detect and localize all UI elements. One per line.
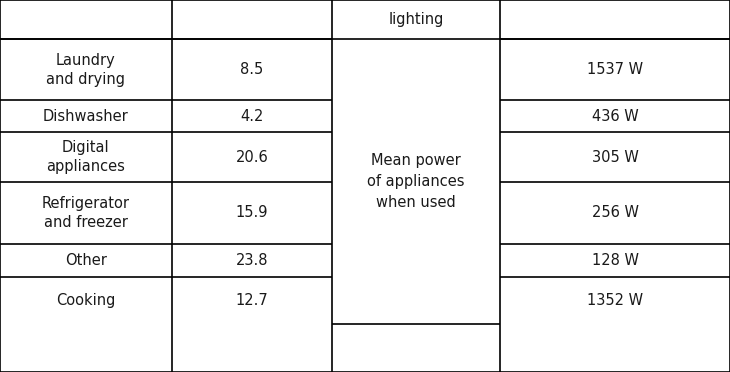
Text: Laundry
and drying: Laundry and drying	[46, 53, 126, 87]
Text: lighting: lighting	[388, 12, 444, 27]
Text: 436 W: 436 W	[591, 109, 639, 124]
Text: Other: Other	[65, 253, 107, 268]
Text: 128 W: 128 W	[591, 253, 639, 268]
Text: Refrigerator
and freezer: Refrigerator and freezer	[42, 196, 130, 230]
Text: Digital
appliances: Digital appliances	[46, 140, 126, 174]
Text: 1537 W: 1537 W	[587, 62, 643, 77]
Text: 305 W: 305 W	[591, 150, 639, 165]
Text: 23.8: 23.8	[236, 253, 268, 268]
Text: 20.6: 20.6	[236, 150, 268, 165]
Text: 256 W: 256 W	[591, 205, 639, 221]
Text: 8.5: 8.5	[240, 62, 264, 77]
Text: Cooking: Cooking	[56, 293, 115, 308]
Text: 4.2: 4.2	[240, 109, 264, 124]
Text: Dishwasher: Dishwasher	[43, 109, 128, 124]
Text: Mean power
of appliances
when used: Mean power of appliances when used	[367, 153, 465, 210]
Text: 12.7: 12.7	[236, 293, 268, 308]
Text: 1352 W: 1352 W	[587, 293, 643, 308]
Text: 15.9: 15.9	[236, 205, 268, 221]
